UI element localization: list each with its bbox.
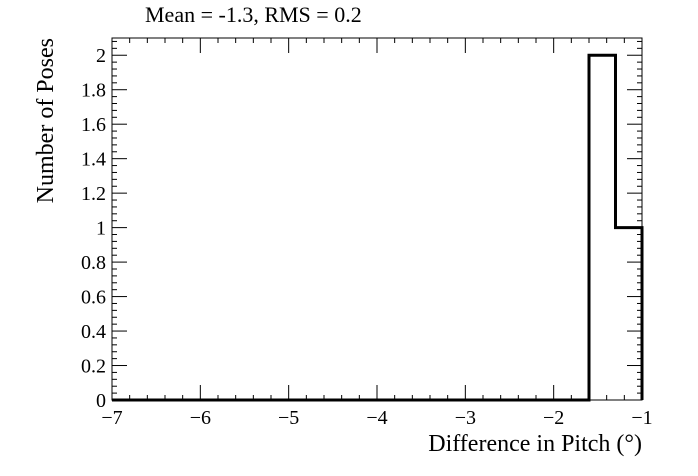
y-tick-label: 1.2 [81,183,106,205]
y-axis-tick-labels: 0 0.2 0.4 0.6 0.8 1 1.2 1.4 1.6 1.8 2 [81,45,106,412]
y-axis-label: Number of Poses [33,38,59,203]
x-tick-label: −1 [631,407,652,429]
chart-title: Mean = -1.3, RMS = 0.2 [145,2,362,27]
plot-frame [111,37,643,401]
y-tick-label: 0.2 [81,356,106,378]
x-axis-label: Difference in Pitch (°) [428,431,642,457]
x-tick-label: −7 [101,407,122,429]
histogram-bin [589,55,616,400]
x-tick-label: −2 [543,407,564,429]
histogram-bin [616,228,643,400]
y-tick-label: 2 [96,45,106,67]
x-tick-label: −5 [278,407,299,429]
histogram-series [112,53,644,402]
y-tick-label: 1.6 [81,114,106,136]
histogram-outline [112,53,644,402]
y-tick-label: 0.4 [81,321,106,343]
x-tick-label: −6 [190,407,211,429]
y-tick-label: 0.6 [81,287,106,309]
y-axis-ticks [112,40,642,401]
x-tick-label: −4 [366,407,387,429]
y-tick-label: 0 [96,390,106,412]
y-tick-label: 0.8 [81,252,106,274]
x-tick-label: −3 [455,407,476,429]
x-axis-ticks [111,38,643,400]
y-tick-label: 1.4 [81,149,106,171]
x-axis-tick-labels: −7 −6 −5 −4 −3 −2 −1 [101,407,652,429]
y-tick-label: 1.8 [81,80,106,102]
y-tick-label: 1 [96,218,106,240]
